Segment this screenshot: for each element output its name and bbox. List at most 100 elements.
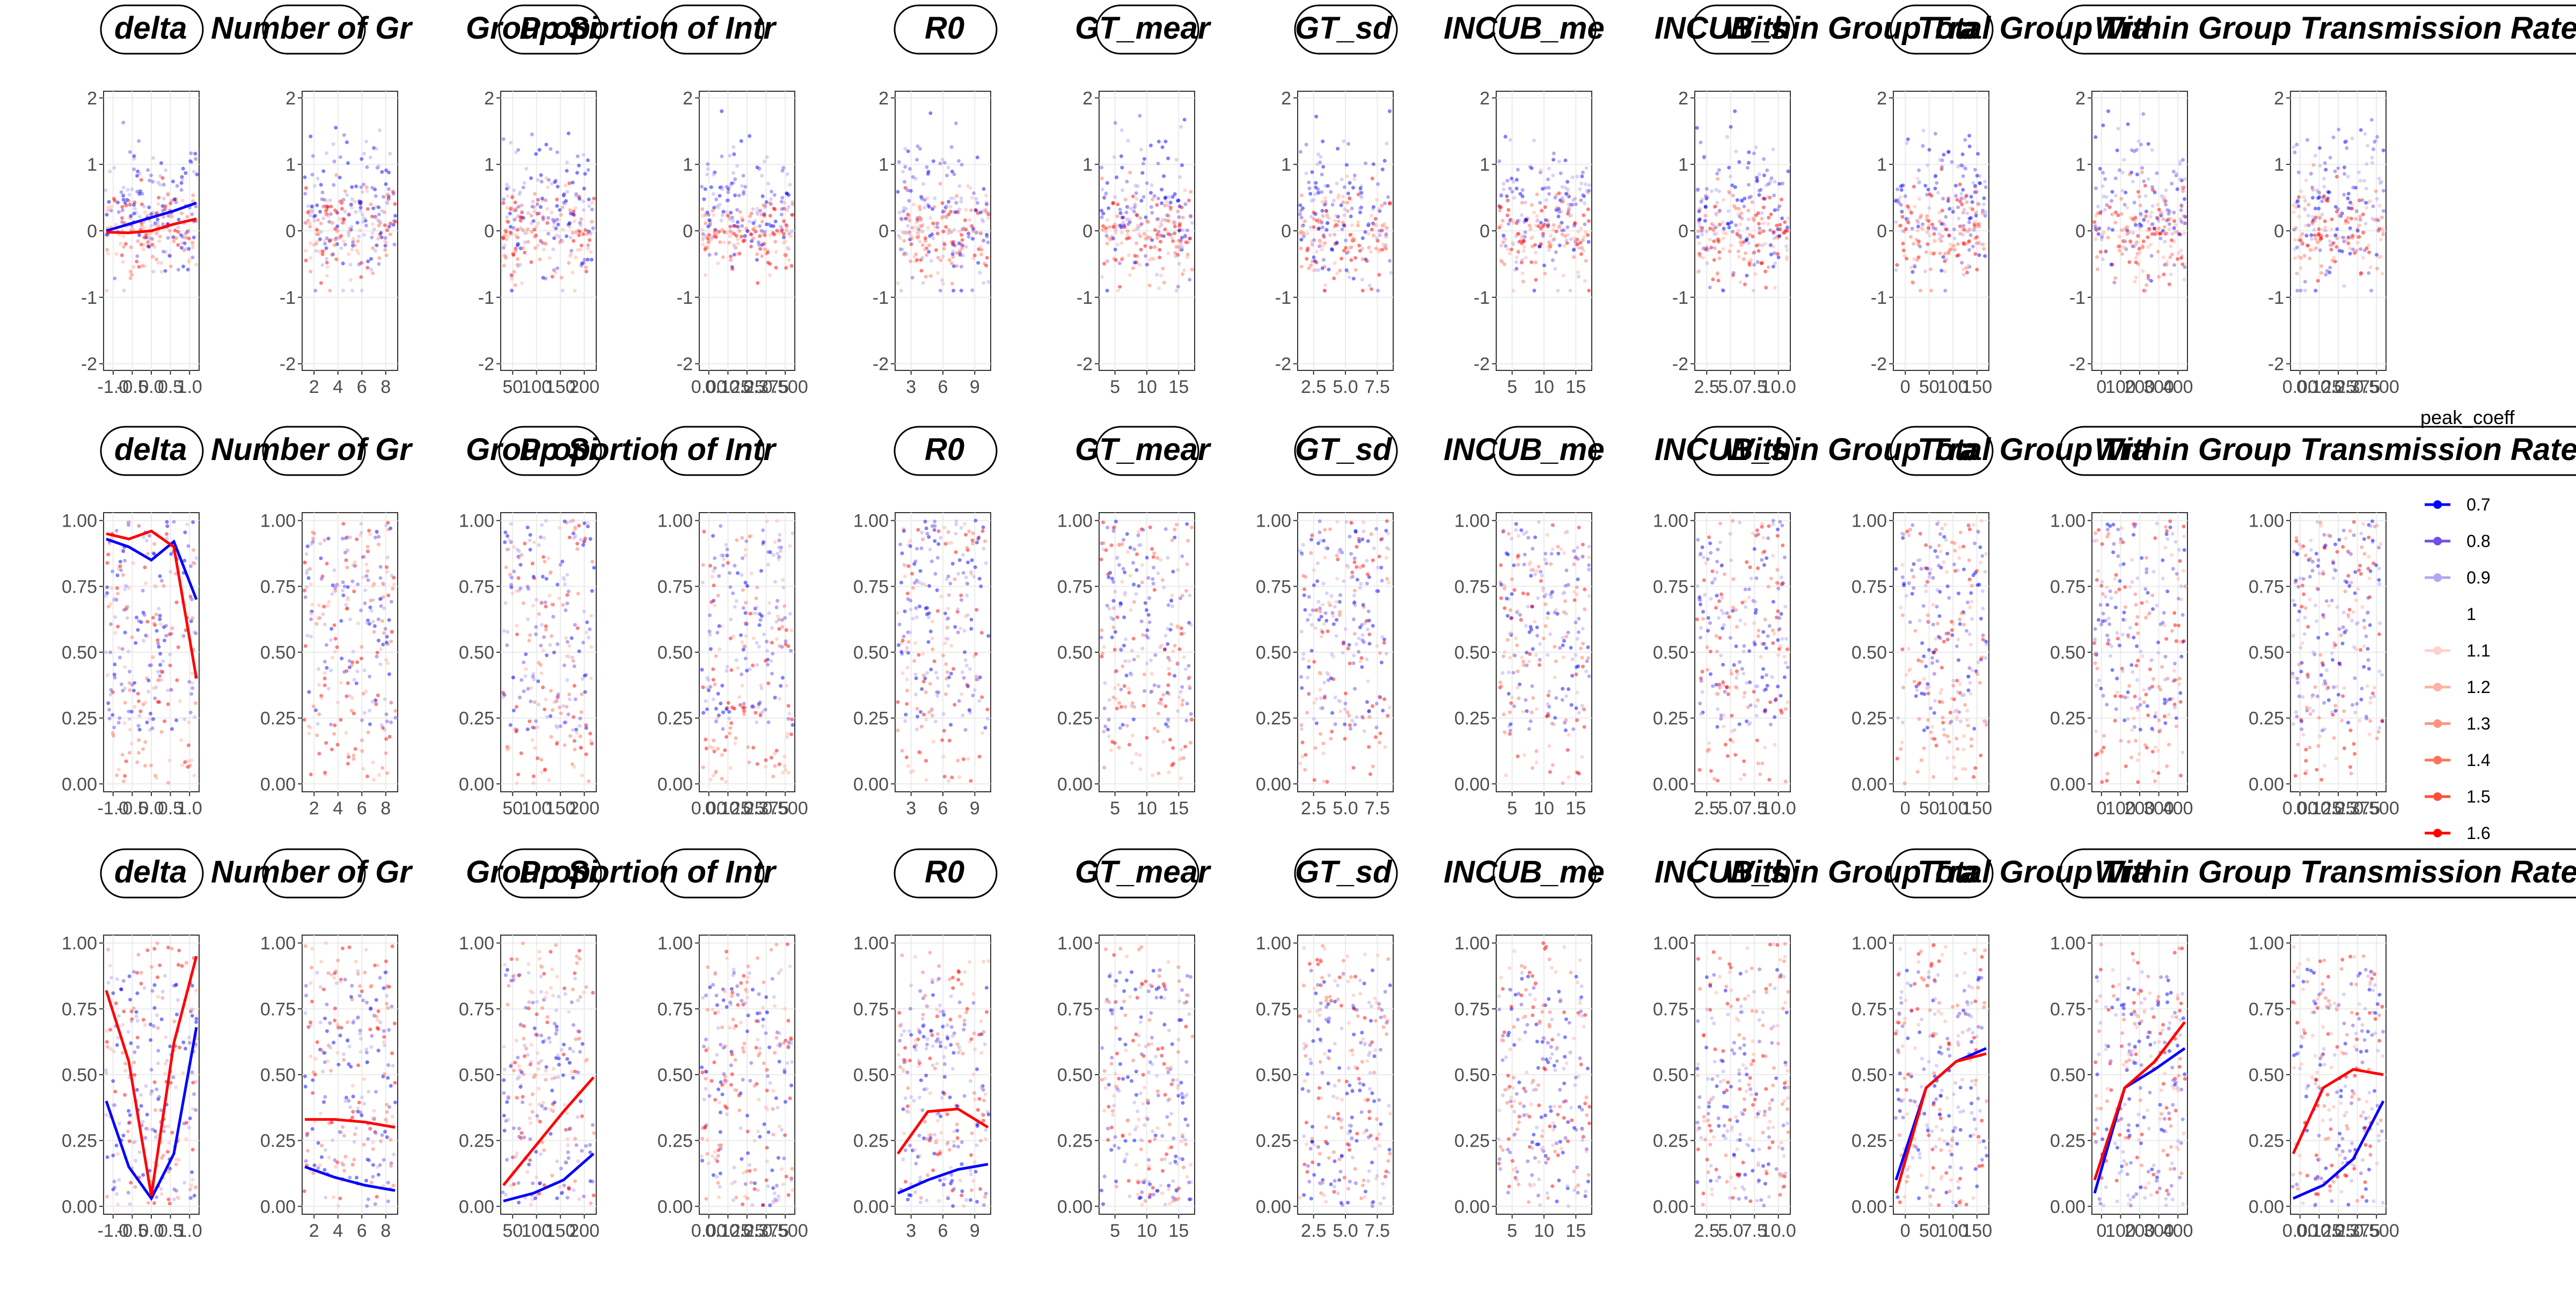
data-point (918, 239, 921, 243)
data-point (112, 726, 116, 730)
data-point (2150, 232, 2154, 236)
data-point (574, 697, 577, 701)
data-point (153, 696, 157, 700)
data-point (316, 722, 320, 726)
data-point (2348, 236, 2352, 239)
data-point (1759, 261, 1763, 265)
data-point (1163, 140, 1167, 143)
data-point (159, 622, 163, 626)
data-point (2147, 142, 2150, 146)
data-point (1752, 251, 1755, 255)
data-point (393, 709, 397, 713)
data-point (2320, 200, 2324, 203)
data-point (716, 261, 720, 265)
data-point (1586, 233, 1590, 237)
data-point (312, 704, 316, 708)
data-point (335, 230, 339, 234)
data-point (323, 538, 326, 542)
data-point (555, 266, 559, 270)
data-point (510, 273, 514, 277)
data-point (2151, 188, 2155, 192)
data-point (778, 644, 781, 648)
data-point (1161, 218, 1165, 222)
data-point (180, 181, 184, 185)
data-point (928, 682, 932, 685)
data-point (132, 167, 136, 171)
data-point (555, 583, 559, 587)
data-point (303, 192, 307, 195)
data-point (986, 717, 990, 721)
data-point (531, 675, 535, 679)
data-point (1767, 222, 1770, 226)
data-point (2374, 189, 2378, 193)
data-point (915, 258, 919, 262)
data-point (1110, 543, 1114, 547)
data-point (947, 166, 950, 170)
data-point (2103, 208, 2107, 211)
data-point (584, 753, 588, 756)
data-point (953, 210, 957, 214)
data-point (730, 267, 734, 271)
data-point (194, 157, 197, 161)
data-point (502, 264, 506, 268)
data-point (384, 183, 388, 186)
data-point (157, 700, 161, 704)
data-point (307, 576, 311, 580)
data-point (515, 624, 519, 628)
data-point (339, 234, 343, 238)
data-point (726, 191, 730, 194)
data-point (2364, 201, 2368, 205)
data-point (1118, 285, 1122, 289)
data-point (1716, 177, 1719, 181)
data-point (546, 186, 550, 189)
data-point (2314, 154, 2317, 158)
data-point (1107, 206, 1110, 210)
y-tick-label: 0.75 (260, 577, 296, 597)
data-point (2313, 234, 2317, 237)
data-point (194, 263, 198, 267)
data-point (567, 132, 570, 135)
data-point (1145, 219, 1149, 223)
data-point (121, 235, 125, 238)
data-point (1564, 239, 1568, 243)
data-point (1372, 223, 1376, 227)
data-point (145, 539, 149, 543)
data-point (733, 605, 737, 609)
data-point (896, 611, 899, 615)
data-point (979, 231, 983, 235)
data-point (2381, 232, 2385, 236)
data-point (1175, 245, 1179, 249)
data-point (970, 558, 974, 562)
data-point (1777, 234, 1781, 238)
data-point (982, 220, 985, 223)
data-point (1337, 193, 1341, 197)
data-point (1921, 144, 1924, 148)
data-point (1361, 236, 1365, 240)
data-point (359, 609, 363, 612)
data-point (379, 597, 383, 601)
data-point (168, 229, 172, 232)
data-point (2311, 188, 2315, 192)
data-point (332, 142, 335, 146)
data-point (1976, 202, 1980, 206)
data-point (176, 243, 180, 247)
y-tick-label: -1 (1474, 288, 1490, 308)
data-point (1331, 203, 1335, 207)
data-point (555, 643, 559, 646)
data-point (1760, 211, 1764, 215)
data-point (961, 713, 964, 717)
data-point (377, 639, 380, 643)
data-point (2350, 217, 2353, 221)
data-point (2322, 185, 2326, 188)
data-point (314, 249, 318, 253)
data-point (2110, 190, 2114, 194)
y-tick-label: 2 (1480, 88, 1490, 108)
data-point (765, 520, 769, 523)
data-point (1101, 224, 1105, 228)
data-point (526, 228, 530, 231)
data-point (503, 243, 507, 247)
data-point (165, 532, 169, 536)
data-point (2338, 249, 2341, 253)
data-point (713, 749, 716, 753)
data-point (1158, 248, 1161, 252)
